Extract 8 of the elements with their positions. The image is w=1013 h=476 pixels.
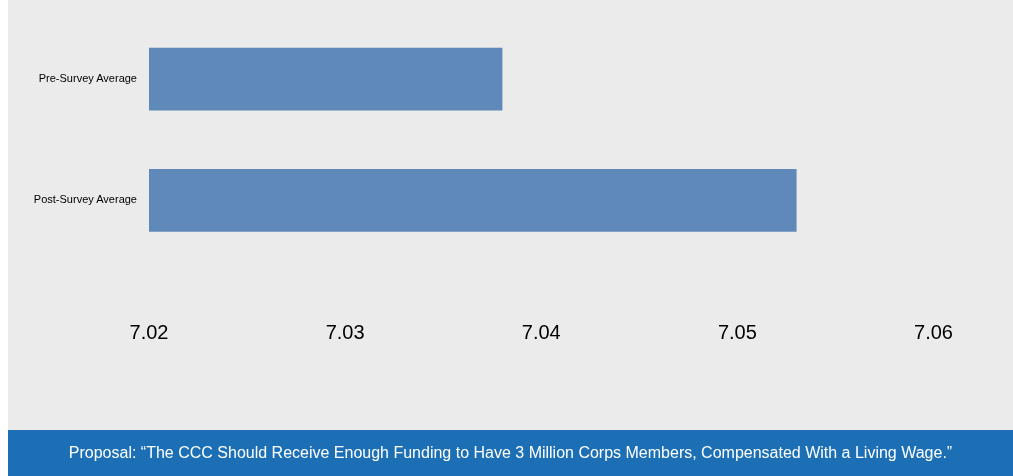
y-tick-label: Pre-Survey Average — [38, 72, 137, 85]
x-tick-label: 7.02 — [129, 320, 169, 343]
text: Proposal: “The CCC Should Receive Enough Funding to Have 3 Million Corps Members, Compensated With a Living Wage.” — [8, 430, 1013, 476]
y-tick-label: Post-Survey Average — [33, 193, 137, 206]
x-tick-label: 7.06 — [914, 320, 954, 343]
x-tick-label: 7.04 — [521, 320, 561, 343]
x-tick-label: 7.03 — [325, 320, 365, 343]
x-tick-label: 7.05 — [717, 320, 757, 343]
